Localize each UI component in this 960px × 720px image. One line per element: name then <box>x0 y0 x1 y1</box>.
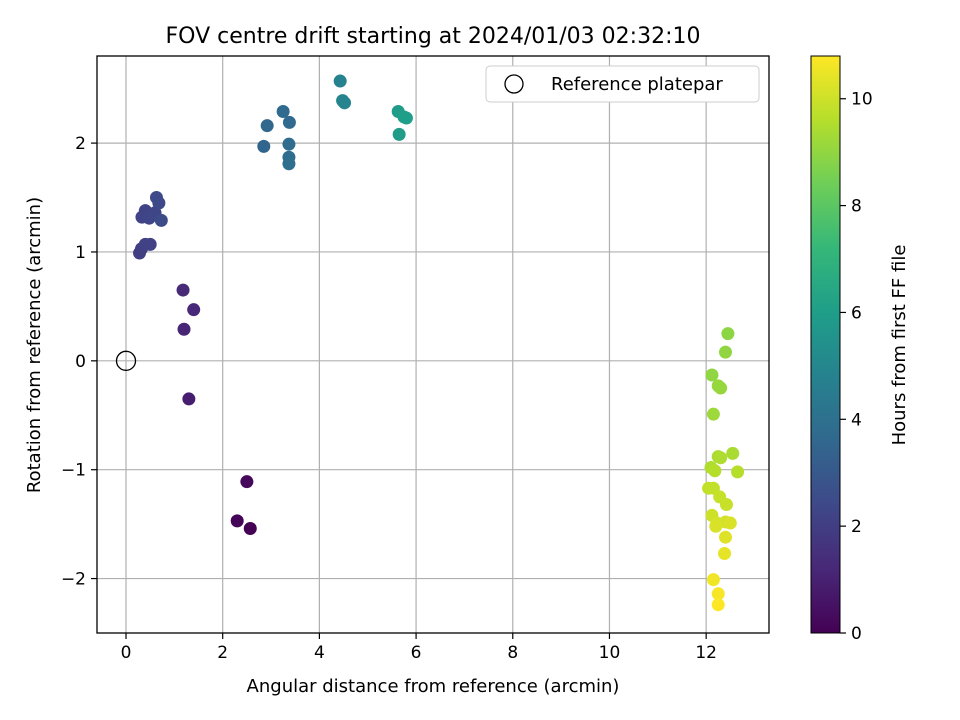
y-tick-label: 1 <box>75 243 86 263</box>
legend-box <box>485 65 760 103</box>
data-point <box>706 573 720 587</box>
colorbar-tick-label: 0 <box>851 624 862 644</box>
data-point <box>154 213 168 227</box>
y-axis-label: Rotation from reference (arcmin) <box>24 197 45 493</box>
data-point <box>177 322 191 336</box>
data-point <box>176 283 190 297</box>
colorbar <box>810 55 841 634</box>
data-point <box>708 464 722 478</box>
legend-marker-open-circle <box>504 74 524 94</box>
data-point <box>399 111 413 125</box>
data-point <box>240 475 254 489</box>
plot-frame <box>96 55 770 634</box>
data-point <box>719 498 733 512</box>
data-point <box>718 547 732 561</box>
y-axis-ticks: −2 −1 0 1 2 <box>61 134 97 590</box>
data-point <box>338 96 352 110</box>
data-point <box>276 105 290 119</box>
chart-title: FOV centre drift starting at 2024/01/03 … <box>166 24 701 49</box>
data-points <box>133 74 745 612</box>
data-point <box>723 516 737 530</box>
y-tick-label: −1 <box>61 461 86 481</box>
legend: Reference platepar <box>485 65 760 103</box>
reference-marker-layer <box>115 350 137 371</box>
data-point <box>152 196 166 210</box>
data-point <box>187 303 201 317</box>
data-point <box>711 587 725 601</box>
data-point <box>182 392 196 406</box>
data-point <box>726 446 740 460</box>
x-tick-label: 2 <box>217 643 228 663</box>
data-point <box>257 139 271 153</box>
data-point <box>711 598 725 612</box>
data-point <box>709 519 723 533</box>
x-axis-ticks: 0 2 4 6 8 10 12 <box>121 633 717 663</box>
data-point <box>705 368 719 382</box>
data-point <box>282 137 296 151</box>
colorbar-tick-label: 10 <box>851 90 873 110</box>
colorbar-ticks: 0 2 4 6 8 10 <box>840 90 873 644</box>
colorbar-tick-label: 4 <box>851 410 862 430</box>
data-point <box>243 521 257 535</box>
colorbar-tick-label: 2 <box>851 517 862 537</box>
data-point <box>260 119 274 133</box>
colorbar-tick-label: 8 <box>851 197 862 217</box>
x-tick-label: 12 <box>695 643 717 663</box>
data-point <box>282 115 296 129</box>
data-point <box>718 530 732 544</box>
y-tick-label: 2 <box>75 134 86 154</box>
y-tick-label: 0 <box>75 352 86 372</box>
x-tick-label: 6 <box>411 643 422 663</box>
data-point <box>718 345 732 359</box>
data-point <box>714 451 728 465</box>
colorbar-label: Hours from first FF file <box>889 245 910 446</box>
reference-platepar-marker <box>115 350 137 371</box>
x-tick-label: 10 <box>599 643 621 663</box>
data-point <box>333 74 347 88</box>
data-point <box>392 127 406 141</box>
data-point <box>282 157 296 171</box>
data-point <box>731 465 745 479</box>
colorbar-tick-label: 6 <box>851 303 862 323</box>
x-tick-label: 4 <box>314 643 325 663</box>
data-point <box>714 381 728 395</box>
x-tick-label: 8 <box>507 643 518 663</box>
data-point <box>706 407 720 421</box>
y-tick-label: −2 <box>61 570 86 590</box>
data-point <box>721 327 735 341</box>
data-point <box>143 237 157 251</box>
legend-label: Reference platepar <box>551 74 723 95</box>
x-axis-label: Angular distance from reference (arcmin) <box>247 676 620 697</box>
grid-lines <box>97 56 769 633</box>
plot-area <box>97 56 769 633</box>
x-tick-label: 0 <box>121 643 132 663</box>
data-point <box>230 514 244 528</box>
